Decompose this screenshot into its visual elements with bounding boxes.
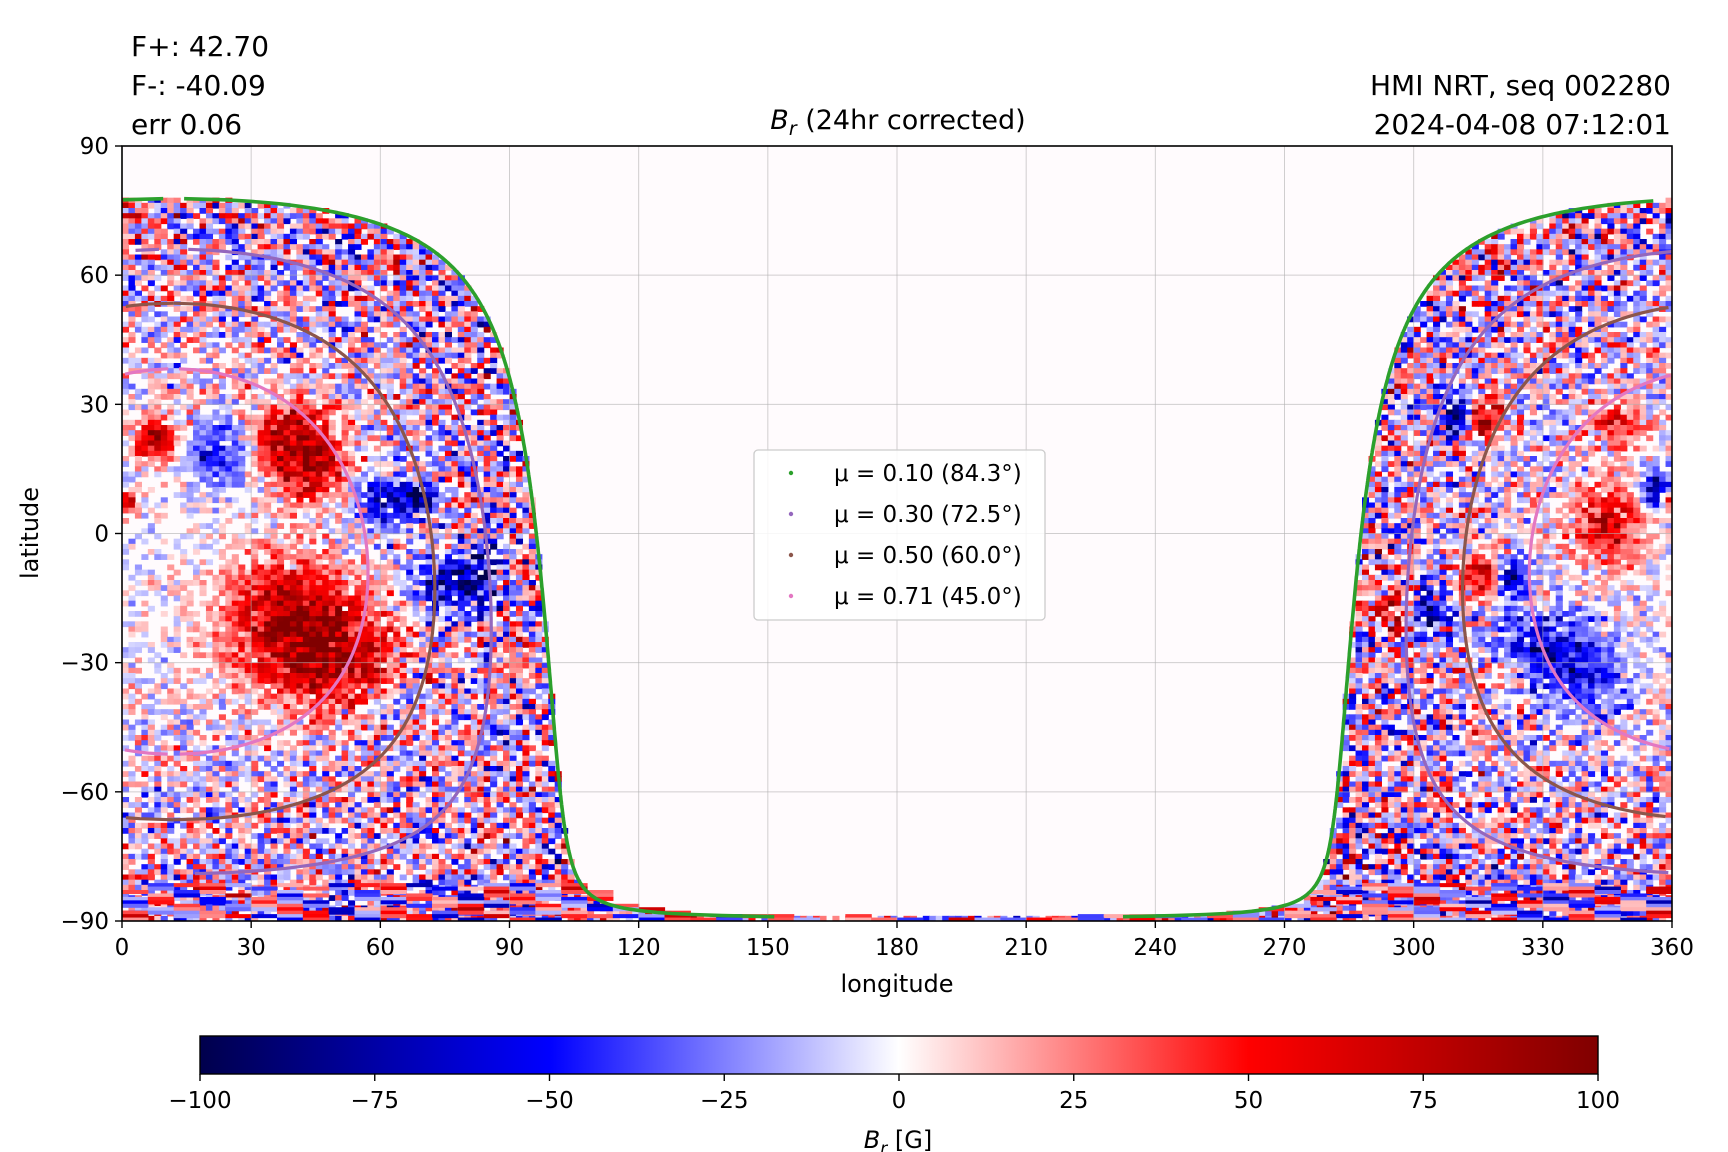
mu-contour-2-east bbox=[188, 247, 493, 876]
colorbar-label-rest: [G] bbox=[887, 1126, 932, 1152]
y-tick-label: −90 bbox=[60, 909, 109, 935]
y-tick-label: 60 bbox=[80, 263, 109, 289]
colorbar-tick-label: −25 bbox=[700, 1088, 749, 1114]
colorbar-tick-label: 100 bbox=[1576, 1088, 1620, 1114]
colorbar-tick-label: 25 bbox=[1059, 1088, 1088, 1114]
colorbar-tick-label: 75 bbox=[1409, 1088, 1438, 1114]
colorbar-tick-label: 50 bbox=[1234, 1088, 1263, 1114]
legend-label-2: μ = 0.30 (72.5°) bbox=[834, 502, 1022, 528]
flux-minus-text: F-: -40.09 bbox=[131, 69, 266, 102]
legend-marker-2 bbox=[788, 511, 794, 517]
y-axis-ticks: −90 −60 −30 0 30 60 90 bbox=[60, 134, 122, 935]
x-tick-label: 240 bbox=[1133, 935, 1177, 961]
x-tick-label: 90 bbox=[495, 935, 524, 961]
legend-marker-3 bbox=[788, 552, 794, 558]
legend-label-4: μ = 0.71 (45.0°) bbox=[834, 584, 1022, 610]
error-text: err 0.06 bbox=[131, 108, 242, 141]
legend-marker-4 bbox=[788, 593, 794, 599]
colorbar-tick-label: −75 bbox=[350, 1088, 399, 1114]
y-tick-label: −30 bbox=[60, 651, 109, 677]
x-tick-label: 180 bbox=[875, 935, 919, 961]
mu-contour-3-east bbox=[173, 301, 437, 822]
x-tick-label: 330 bbox=[1521, 935, 1565, 961]
x-axis-ticks: 0 30 60 90 120 150 180 210 240 270 300 330 360 bbox=[115, 921, 1694, 961]
colorbar-tick-label: −100 bbox=[168, 1088, 231, 1114]
title-rest: (24hr corrected) bbox=[797, 105, 1026, 136]
mu-contour-3-west bbox=[125, 301, 1669, 822]
mu-contours bbox=[122, 196, 1672, 919]
y-tick-label: 0 bbox=[94, 522, 109, 548]
mu-contour-2-west bbox=[135, 247, 1672, 875]
mu-contour-4-east bbox=[178, 367, 370, 756]
colorbar-tick-label: 0 bbox=[892, 1088, 907, 1114]
legend-box bbox=[753, 449, 1046, 621]
x-tick-label: 120 bbox=[617, 935, 661, 961]
title-symbol: B bbox=[770, 105, 789, 136]
x-tick-label: 60 bbox=[366, 935, 395, 961]
mu-contour-4-west bbox=[124, 367, 1671, 756]
colorbar-tick-label: −50 bbox=[525, 1088, 574, 1114]
x-tick-label: 210 bbox=[1004, 935, 1048, 961]
timestamp-text: 2024-04-08 07:12:01 bbox=[1374, 108, 1671, 141]
x-tick-label: 30 bbox=[237, 935, 266, 961]
legend-label-1: μ = 0.10 (84.3°) bbox=[834, 461, 1022, 487]
x-tick-label: 300 bbox=[1392, 935, 1436, 961]
flux-plus-text: F+: 42.70 bbox=[131, 30, 269, 63]
y-tick-label: −60 bbox=[60, 780, 109, 806]
legend: μ = 0.10 (84.3°) μ = 0.30 (72.5°) μ = 0.50… bbox=[753, 449, 1046, 621]
colorbar-label: Br [G] bbox=[864, 1126, 932, 1152]
y-axis-label: latitude bbox=[16, 487, 44, 579]
title-subscript: r bbox=[789, 118, 798, 140]
x-tick-label: 360 bbox=[1650, 935, 1694, 961]
source-text: HMI NRT, seq 002280 bbox=[1370, 69, 1671, 102]
x-axis-label: longitude bbox=[840, 970, 953, 998]
x-tick-label: 150 bbox=[746, 935, 790, 961]
colorbar bbox=[199, 1035, 1599, 1075]
legend-label-3: μ = 0.50 (60.0°) bbox=[834, 543, 1022, 569]
mu-contour-1-east bbox=[184, 196, 775, 919]
chart-title: Br (24hr corrected) bbox=[770, 105, 1025, 140]
y-tick-label: 90 bbox=[80, 134, 109, 160]
mu-contour-1-west bbox=[122, 196, 1654, 919]
colorbar-label-symbol: B bbox=[864, 1126, 880, 1152]
x-tick-label: 270 bbox=[1263, 935, 1307, 961]
legend-marker-1 bbox=[788, 470, 794, 476]
x-tick-label: 0 bbox=[115, 935, 130, 961]
colorbar-ticks: −100 −75 −50 −25 0 25 50 75 100 bbox=[168, 1074, 1620, 1114]
y-tick-label: 30 bbox=[80, 392, 109, 418]
colorbar-label-subscript: r bbox=[880, 1139, 888, 1152]
